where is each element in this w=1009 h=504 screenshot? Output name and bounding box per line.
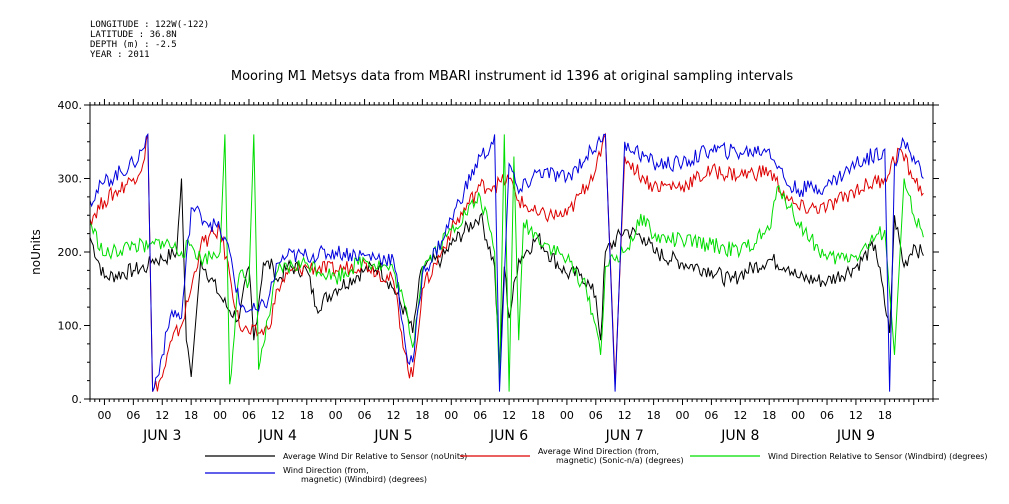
x-hour-label: 12	[271, 409, 285, 422]
series-line-4	[89, 132, 924, 392]
x-hour-label: 00	[676, 409, 690, 422]
x-hour-label: 12	[155, 409, 169, 422]
x-hour-label: 18	[184, 409, 198, 422]
legend-label-1: Average Wind Dir Relative to Sensor (noU…	[283, 452, 467, 461]
legend-label-2: Average Wind Direction (from, magnetic) (…	[538, 447, 684, 465]
x-hour-label: 06	[704, 409, 718, 422]
depth-text: DEPTH (m) : -2.5	[90, 40, 177, 50]
x-hour-label: 00	[213, 409, 227, 422]
x-hour-label: 12	[502, 409, 516, 422]
x-hour-label: 06	[473, 409, 487, 422]
axis-layer: 0. 100. 200. 300. 400. 00 06 12 18 00 06 12 18 00 06 12…	[58, 99, 939, 444]
x-hour-label: 06	[589, 409, 603, 422]
x-day-label: JUN 8	[720, 428, 759, 444]
series-line-1	[89, 178, 924, 377]
metadata-block: LONGITUDE : 122W(-122) LATITUDE : 36.8N …	[90, 20, 209, 60]
x-hour-label: 12	[849, 409, 863, 422]
x-hour-label: 12	[733, 409, 747, 422]
x-hour-label: 06	[358, 409, 372, 422]
legend-label-4: Wind Direction (from, magnetic) (Windbird…	[283, 466, 427, 484]
x-day-label: JUN 4	[258, 428, 297, 444]
legend-label-3: Wind Direction Relative to Sensor (Windb…	[768, 452, 988, 461]
x-day-label: JUN 7	[605, 428, 644, 444]
y-tick-label: 0.	[72, 393, 83, 406]
x-hour-label: 06	[820, 409, 834, 422]
x-hour-label: 00	[329, 409, 343, 422]
x-hour-label: 18	[647, 409, 661, 422]
x-hour-label: 18	[878, 409, 892, 422]
x-hour-label: 00	[97, 409, 111, 422]
y-axis-label: noUnits	[29, 229, 43, 275]
x-hour-label: 00	[791, 409, 805, 422]
x-hour-label: 00	[560, 409, 574, 422]
x-hour-label: 06	[242, 409, 256, 422]
chart-title: Mooring M1 Metsys data from MBARI instru…	[231, 69, 793, 84]
x-day-label: JUN 5	[373, 428, 412, 444]
legend: Average Wind Dir Relative to Sensor (noU…	[205, 447, 988, 484]
x-day-label: JUN 3	[142, 428, 181, 444]
x-hour-label: 18	[531, 409, 545, 422]
x-hour-label: 18	[415, 409, 429, 422]
series-layer	[89, 132, 924, 392]
x-hour-label: 18	[300, 409, 314, 422]
x-day-label: JUN 6	[489, 428, 528, 444]
series-line-3	[89, 134, 924, 392]
y-tick-label: 100.	[58, 320, 83, 333]
longitude-text: LONGITUDE : 122W(-122)	[90, 20, 210, 30]
x-hour-label: 06	[126, 409, 140, 422]
x-hour-label: 18	[762, 409, 776, 422]
year-text: YEAR : 2011	[90, 50, 150, 60]
y-tick-label: 200.	[58, 246, 83, 259]
x-hour-label: 12	[386, 409, 400, 422]
y-tick-label: 300.	[58, 173, 83, 186]
x-hour-label: 12	[618, 409, 632, 422]
x-hour-label: 00	[444, 409, 458, 422]
x-day-label: JUN 9	[836, 428, 875, 444]
y-tick-label: 400.	[58, 99, 83, 112]
latitude-text: LATITUDE : 36.8N	[90, 30, 177, 40]
